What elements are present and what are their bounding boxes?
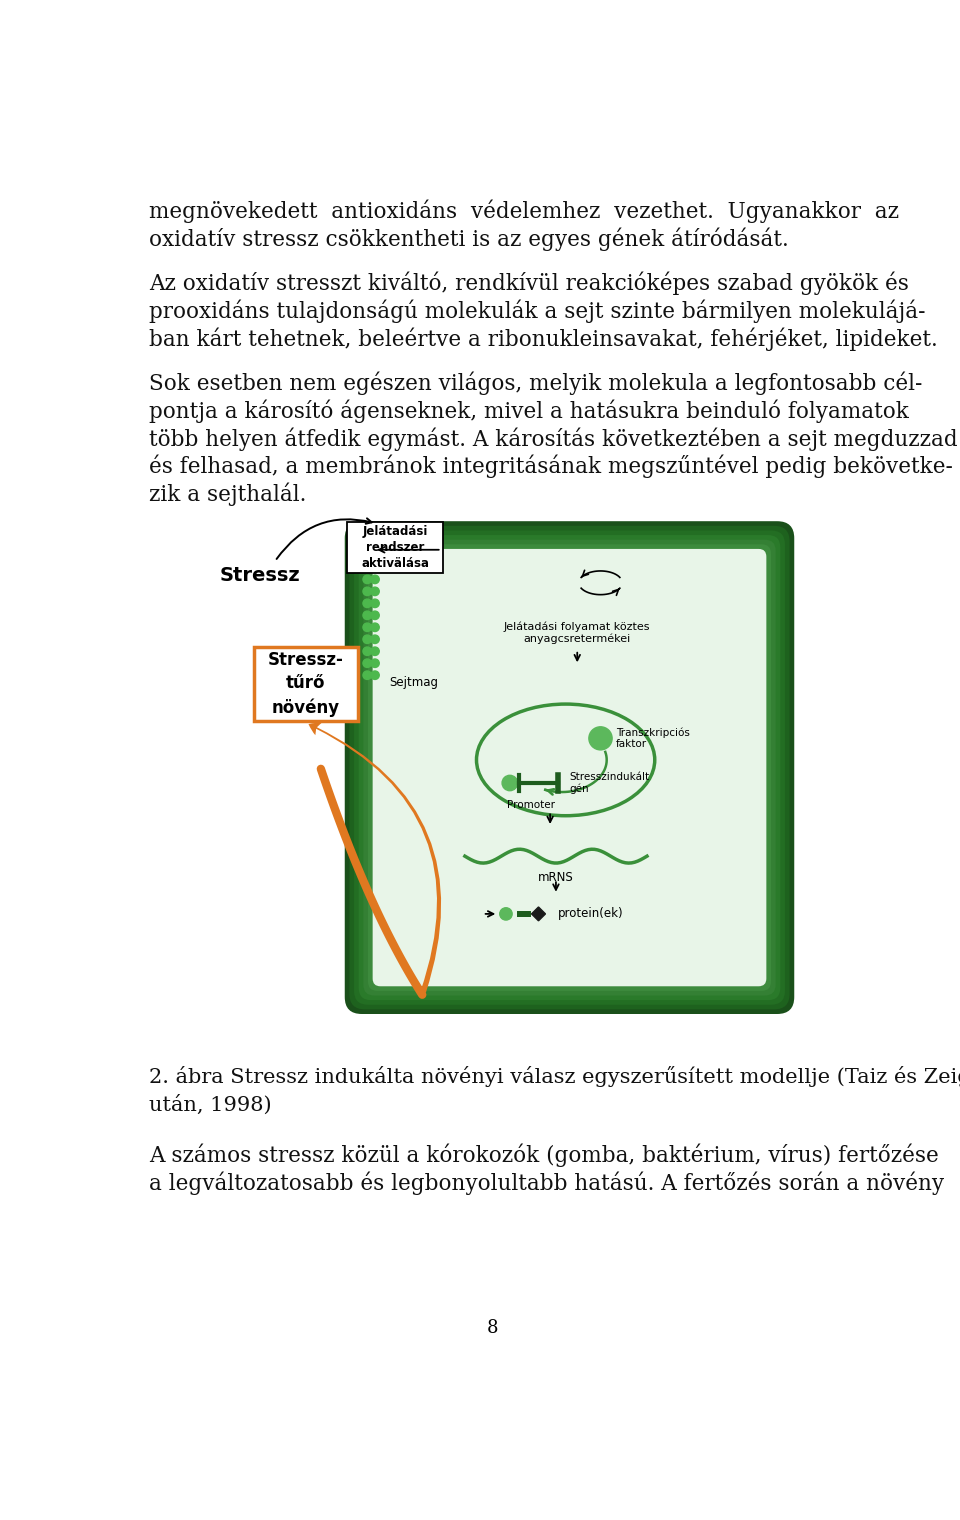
FancyBboxPatch shape: [354, 530, 785, 1005]
Circle shape: [363, 564, 372, 572]
FancyBboxPatch shape: [359, 535, 780, 1000]
Circle shape: [363, 599, 372, 608]
Text: Sok esetben nem egészen világos, melyik molekula a legfontosabb cél-: Sok esetben nem egészen világos, melyik …: [150, 372, 923, 395]
Text: 8: 8: [487, 1319, 497, 1338]
Text: Stresszindukált
gén: Stresszindukált gén: [569, 772, 650, 793]
Text: több helyen átfedik egymást. A károsítás következtében a sejt megduzzad: több helyen átfedik egymást. A károsítás…: [150, 427, 958, 451]
Text: protein(ek): protein(ek): [558, 907, 623, 921]
FancyBboxPatch shape: [345, 521, 794, 1014]
Circle shape: [363, 670, 372, 679]
Circle shape: [588, 727, 612, 749]
Text: zik a sejthalál.: zik a sejthalál.: [150, 483, 307, 506]
Text: megnövekedett  antioxidáns  védelemhez  vezethet.  Ugyanakkor  az: megnövekedett antioxidáns védelemhez vez…: [150, 199, 900, 223]
Circle shape: [371, 670, 379, 679]
Circle shape: [371, 648, 379, 655]
FancyBboxPatch shape: [372, 549, 766, 986]
Text: a legváltozatosabb és legbonyolultabb hatású. A fertőzés során a növény: a legváltozatosabb és legbonyolultabb ha…: [150, 1170, 945, 1195]
Text: után, 1998): után, 1998): [150, 1094, 272, 1114]
FancyBboxPatch shape: [363, 540, 776, 996]
Circle shape: [371, 660, 379, 667]
Text: Sejtmag: Sejtmag: [390, 676, 439, 690]
Circle shape: [371, 575, 379, 584]
FancyBboxPatch shape: [348, 521, 444, 573]
Text: Transzkripciós
faktor: Transzkripciós faktor: [616, 727, 690, 749]
Circle shape: [371, 635, 379, 643]
Circle shape: [363, 635, 372, 643]
Circle shape: [371, 611, 379, 620]
Text: Az oxidatív stresszt kiváltó, rendkívül reakcióképes szabad gyökök és: Az oxidatív stresszt kiváltó, rendkívül …: [150, 272, 909, 295]
Text: mRNS: mRNS: [538, 871, 574, 885]
Text: és felhasad, a membránok integritásának megszűntével pedig bekövetke-: és felhasad, a membránok integritásának …: [150, 454, 953, 479]
Circle shape: [500, 907, 512, 920]
Circle shape: [363, 623, 372, 631]
Text: ban kárt tehetnek, beleértve a ribonukleinsavakat, fehérjéket, lipideket.: ban kárt tehetnek, beleértve a ribonukle…: [150, 327, 938, 351]
Circle shape: [363, 575, 372, 584]
Bar: [516, 910, 531, 917]
Circle shape: [363, 648, 372, 655]
Text: Promoter: Promoter: [507, 800, 555, 810]
Polygon shape: [532, 907, 545, 921]
Circle shape: [363, 611, 372, 620]
Text: A számos stressz közül a kórokozók (gomba, baktérium, vírus) fertőzése: A számos stressz közül a kórokozók (gomb…: [150, 1143, 939, 1167]
Circle shape: [371, 599, 379, 608]
Text: Jelátadási
rendszer
aktivälása: Jelátadási rendszer aktivälása: [361, 524, 429, 570]
Text: pontja a károsító ágenseknek, mivel a hatásukra beinduló folyamatok: pontja a károsító ágenseknek, mivel a ha…: [150, 400, 909, 423]
Circle shape: [371, 564, 379, 572]
FancyBboxPatch shape: [349, 526, 789, 1009]
Text: Jelátadási folyamat köztes
anyagcsretermékei: Jelátadási folyamat köztes anyagcsreterm…: [504, 622, 651, 644]
Text: 2. ábra Stressz indukálta növényi válasz egyszerűsített modellje (Taiz és Zeiger: 2. ábra Stressz indukálta növényi válasz…: [150, 1067, 960, 1087]
FancyBboxPatch shape: [368, 544, 771, 991]
Text: Stressz-
tűrő
növény: Stressz- tűrő növény: [268, 651, 344, 716]
Text: oxidatív stressz csökkentheti is az egyes gének átíródását.: oxidatív stressz csökkentheti is az egye…: [150, 226, 789, 251]
FancyBboxPatch shape: [254, 646, 358, 720]
Circle shape: [371, 587, 379, 596]
Circle shape: [502, 775, 517, 790]
Text: Stressz: Stressz: [219, 565, 300, 585]
Circle shape: [363, 587, 372, 596]
Text: prooxidáns tulajdonságú molekulák a sejt szinte bármilyen molekulájá-: prooxidáns tulajdonságú molekulák a sejt…: [150, 299, 926, 322]
Circle shape: [363, 660, 372, 667]
Circle shape: [371, 623, 379, 631]
